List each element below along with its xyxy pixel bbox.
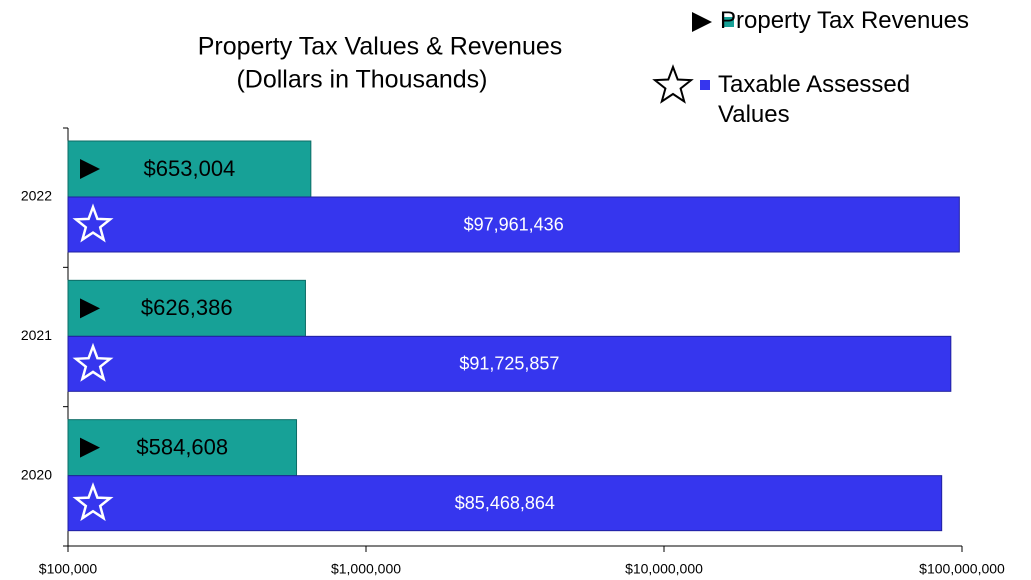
- x-tick-label: $100,000,000: [919, 561, 1005, 577]
- x-tick-label: $10,000,000: [625, 561, 703, 577]
- data-label: $626,386: [141, 295, 233, 320]
- bar-marker: [80, 159, 100, 179]
- legend-label: Taxable Assessed Values: [718, 71, 911, 128]
- bar-marker: [72, 482, 114, 522]
- bar-marker: [80, 298, 100, 319]
- bar-marker: [72, 203, 114, 243]
- data-label: $653,004: [144, 156, 236, 181]
- bar: [67, 419, 298, 477]
- x-tick-label: $100,000: [39, 561, 98, 577]
- y-tick-label: 2021: [21, 327, 52, 343]
- legend-star: [652, 64, 694, 104]
- legend-label: Property Tax Revenues: [720, 7, 970, 34]
- bar-marker: [80, 437, 100, 458]
- legend-swatch: [700, 80, 710, 90]
- bar: [67, 196, 960, 253]
- bar: [67, 335, 952, 392]
- y-tick-label: 2022: [21, 188, 52, 204]
- legend-swatch: [724, 17, 734, 27]
- y-tick-label: 2020: [21, 466, 52, 482]
- legend-triangle: [692, 12, 712, 32]
- bar: [67, 475, 943, 532]
- x-tick-label: $1,000,000: [331, 561, 401, 577]
- bar: [67, 279, 306, 337]
- chart-subtitle: (Dollars in Thousands): [236, 66, 487, 94]
- data-label: $584,608: [136, 434, 228, 459]
- bar-marker: [72, 342, 114, 382]
- data-label: $85,468,864: [455, 493, 555, 513]
- data-label: $91,725,857: [459, 354, 559, 374]
- bar: [67, 140, 312, 198]
- data-label: $97,961,436: [464, 214, 564, 234]
- chart-title: Property Tax Values & Revenues: [198, 33, 563, 61]
